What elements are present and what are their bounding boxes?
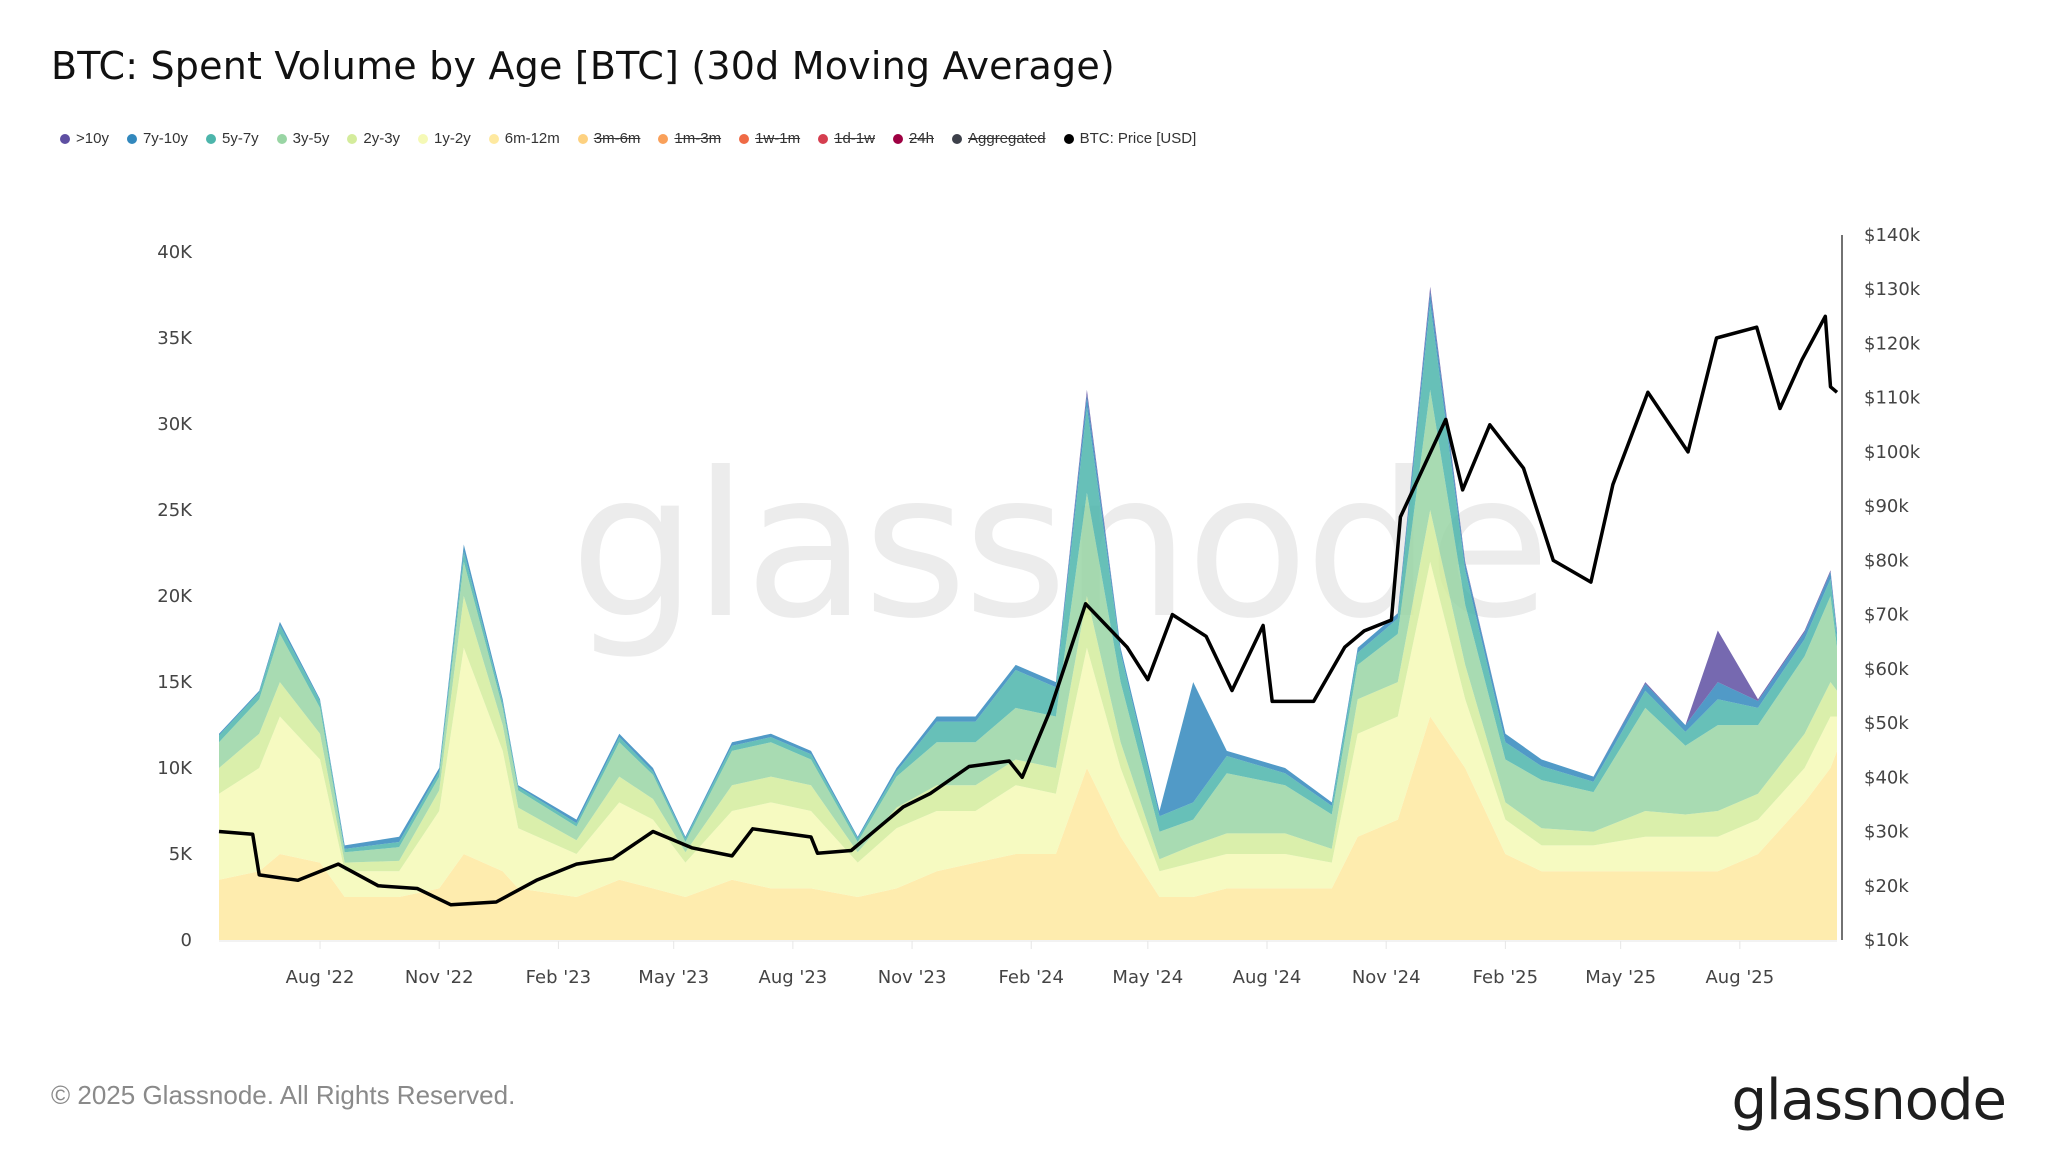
y-right-tick-label: $40k	[1864, 767, 1909, 788]
legend-label: 24h	[908, 130, 934, 147]
y-right-tick-label: $120k	[1864, 333, 1921, 354]
x-tick-label: Aug '25	[1705, 967, 1774, 988]
legend-label: 1y-2y	[434, 130, 471, 147]
y-left-tick-label: 5K	[169, 844, 193, 865]
legend: >10y 7y-10y 5y-7y 3y-5y 2y-3y 1y-2y 6m-12m 3m-6…	[60, 130, 1196, 147]
x-tick-label: Nov '23	[878, 967, 947, 988]
x-tick-label: May '25	[1585, 967, 1656, 988]
legend-item[interactable]: BTC: Price [USD]	[1063, 130, 1197, 147]
x-tick-label: May '23	[638, 967, 709, 988]
legend-label: 3y-5y	[292, 130, 330, 147]
legend-label: 1w-1m	[755, 130, 801, 147]
y-right-tick-label: $80k	[1864, 550, 1909, 571]
x-tick-label: Feb '23	[526, 967, 591, 988]
legend-label: 5y-7y	[221, 130, 259, 147]
legend-item[interactable]: 5y-7y	[205, 130, 259, 147]
legend-dot-icon	[60, 133, 70, 144]
x-tick-label: Aug '22	[286, 967, 355, 988]
legend-dot-icon	[818, 133, 829, 144]
x-tick-label: Nov '22	[405, 967, 474, 988]
x-tick-label: Nov '24	[1352, 967, 1421, 988]
area-series-3y-5y	[219, 389, 1837, 863]
legend-dot-icon	[205, 133, 216, 144]
legend-label: Aggregated	[968, 130, 1046, 147]
x-tick-label: Feb '24	[999, 967, 1064, 988]
y-left-tick-label: 10K	[157, 758, 193, 779]
x-tick-label: May '24	[1112, 967, 1183, 988]
legend-item[interactable]: 1d-1w	[818, 130, 875, 147]
legend-label: BTC: Price [USD]	[1079, 130, 1197, 147]
y-right-tick-label: $70k	[1864, 605, 1909, 626]
chart-title: BTC: Spent Volume by Age [BTC] (30d Movi…	[51, 44, 1115, 88]
legend-dot-icon	[577, 133, 588, 144]
legend-item[interactable]: 3y-5y	[276, 130, 330, 147]
legend-item[interactable]: 24h	[892, 130, 934, 147]
y-left-tick-label: 15K	[157, 672, 193, 693]
y-left-tick-label: 20K	[157, 586, 193, 607]
y-left-tick-label: 30K	[157, 414, 193, 435]
y-right-tick-label: $130k	[1864, 279, 1921, 300]
legend-dot-icon	[892, 133, 903, 144]
legend-dot-icon	[488, 133, 499, 144]
price-line	[218, 314, 1839, 907]
legend-dot-icon	[418, 133, 429, 144]
legend-item[interactable]: Aggregated	[952, 130, 1046, 147]
legend-dot-icon	[952, 133, 962, 144]
legend-dot-icon	[739, 133, 750, 144]
legend-item[interactable]: >10y	[60, 130, 109, 147]
area-series-1y-2y	[219, 561, 1837, 897]
y-right-tick-label: $50k	[1864, 713, 1909, 734]
x-tick-label: Aug '24	[1233, 967, 1302, 988]
legend-dot-icon	[347, 133, 358, 144]
x-tick-label: Feb '25	[1473, 967, 1538, 988]
glassnode-logo: glassnode	[1731, 1068, 2007, 1133]
legend-item[interactable]: 2y-3y	[347, 130, 400, 147]
y-left-tick-label: 25K	[157, 500, 193, 521]
legend-item[interactable]: 7y-10y	[126, 130, 188, 147]
legend-label: 2y-3y	[363, 130, 401, 147]
y-right-tick-label: $30k	[1864, 822, 1909, 843]
legend-label: 6m-12m	[504, 130, 560, 147]
copyright-text: © 2025 Glassnode. All Rights Reserved.	[51, 1080, 516, 1110]
legend-item[interactable]: 1m-3m	[658, 130, 721, 147]
y-left-tick-label: 35K	[157, 328, 193, 349]
y-right-tick-label: $100k	[1864, 442, 1921, 463]
legend-item[interactable]: 6m-12m	[488, 130, 560, 147]
y-right-tick-label: $90k	[1864, 496, 1909, 517]
legend-label: >10y	[76, 130, 109, 147]
legend-label: 3m-6m	[593, 130, 641, 147]
legend-label: 1d-1w	[834, 130, 875, 147]
area-series-6m-12m	[219, 716, 1837, 940]
y-right-tick-label: $140k	[1864, 225, 1921, 246]
legend-item[interactable]: 1w-1m	[739, 130, 800, 147]
legend-dot-icon	[658, 133, 669, 144]
y-right-tick-label: $60k	[1864, 659, 1909, 680]
legend-item[interactable]: 1y-2y	[418, 130, 471, 147]
y-right-tick-label: $110k	[1864, 388, 1921, 409]
area-series-2y-3y	[219, 510, 1837, 872]
legend-dot-icon	[1063, 133, 1074, 144]
y-right-tick-label: $20k	[1864, 876, 1909, 897]
y-left-tick-label: 0	[181, 930, 192, 951]
y-right-tick-label: $10k	[1864, 930, 1909, 951]
legend-dot-icon	[276, 133, 287, 144]
legend-item[interactable]: 3m-6m	[577, 130, 641, 147]
legend-dot-icon	[126, 133, 137, 144]
x-tick-label: Aug '23	[759, 967, 828, 988]
legend-label: 7y-10y	[142, 130, 188, 147]
legend-label: 1m-3m	[674, 130, 722, 147]
y-left-tick-label: 40K	[157, 242, 193, 263]
